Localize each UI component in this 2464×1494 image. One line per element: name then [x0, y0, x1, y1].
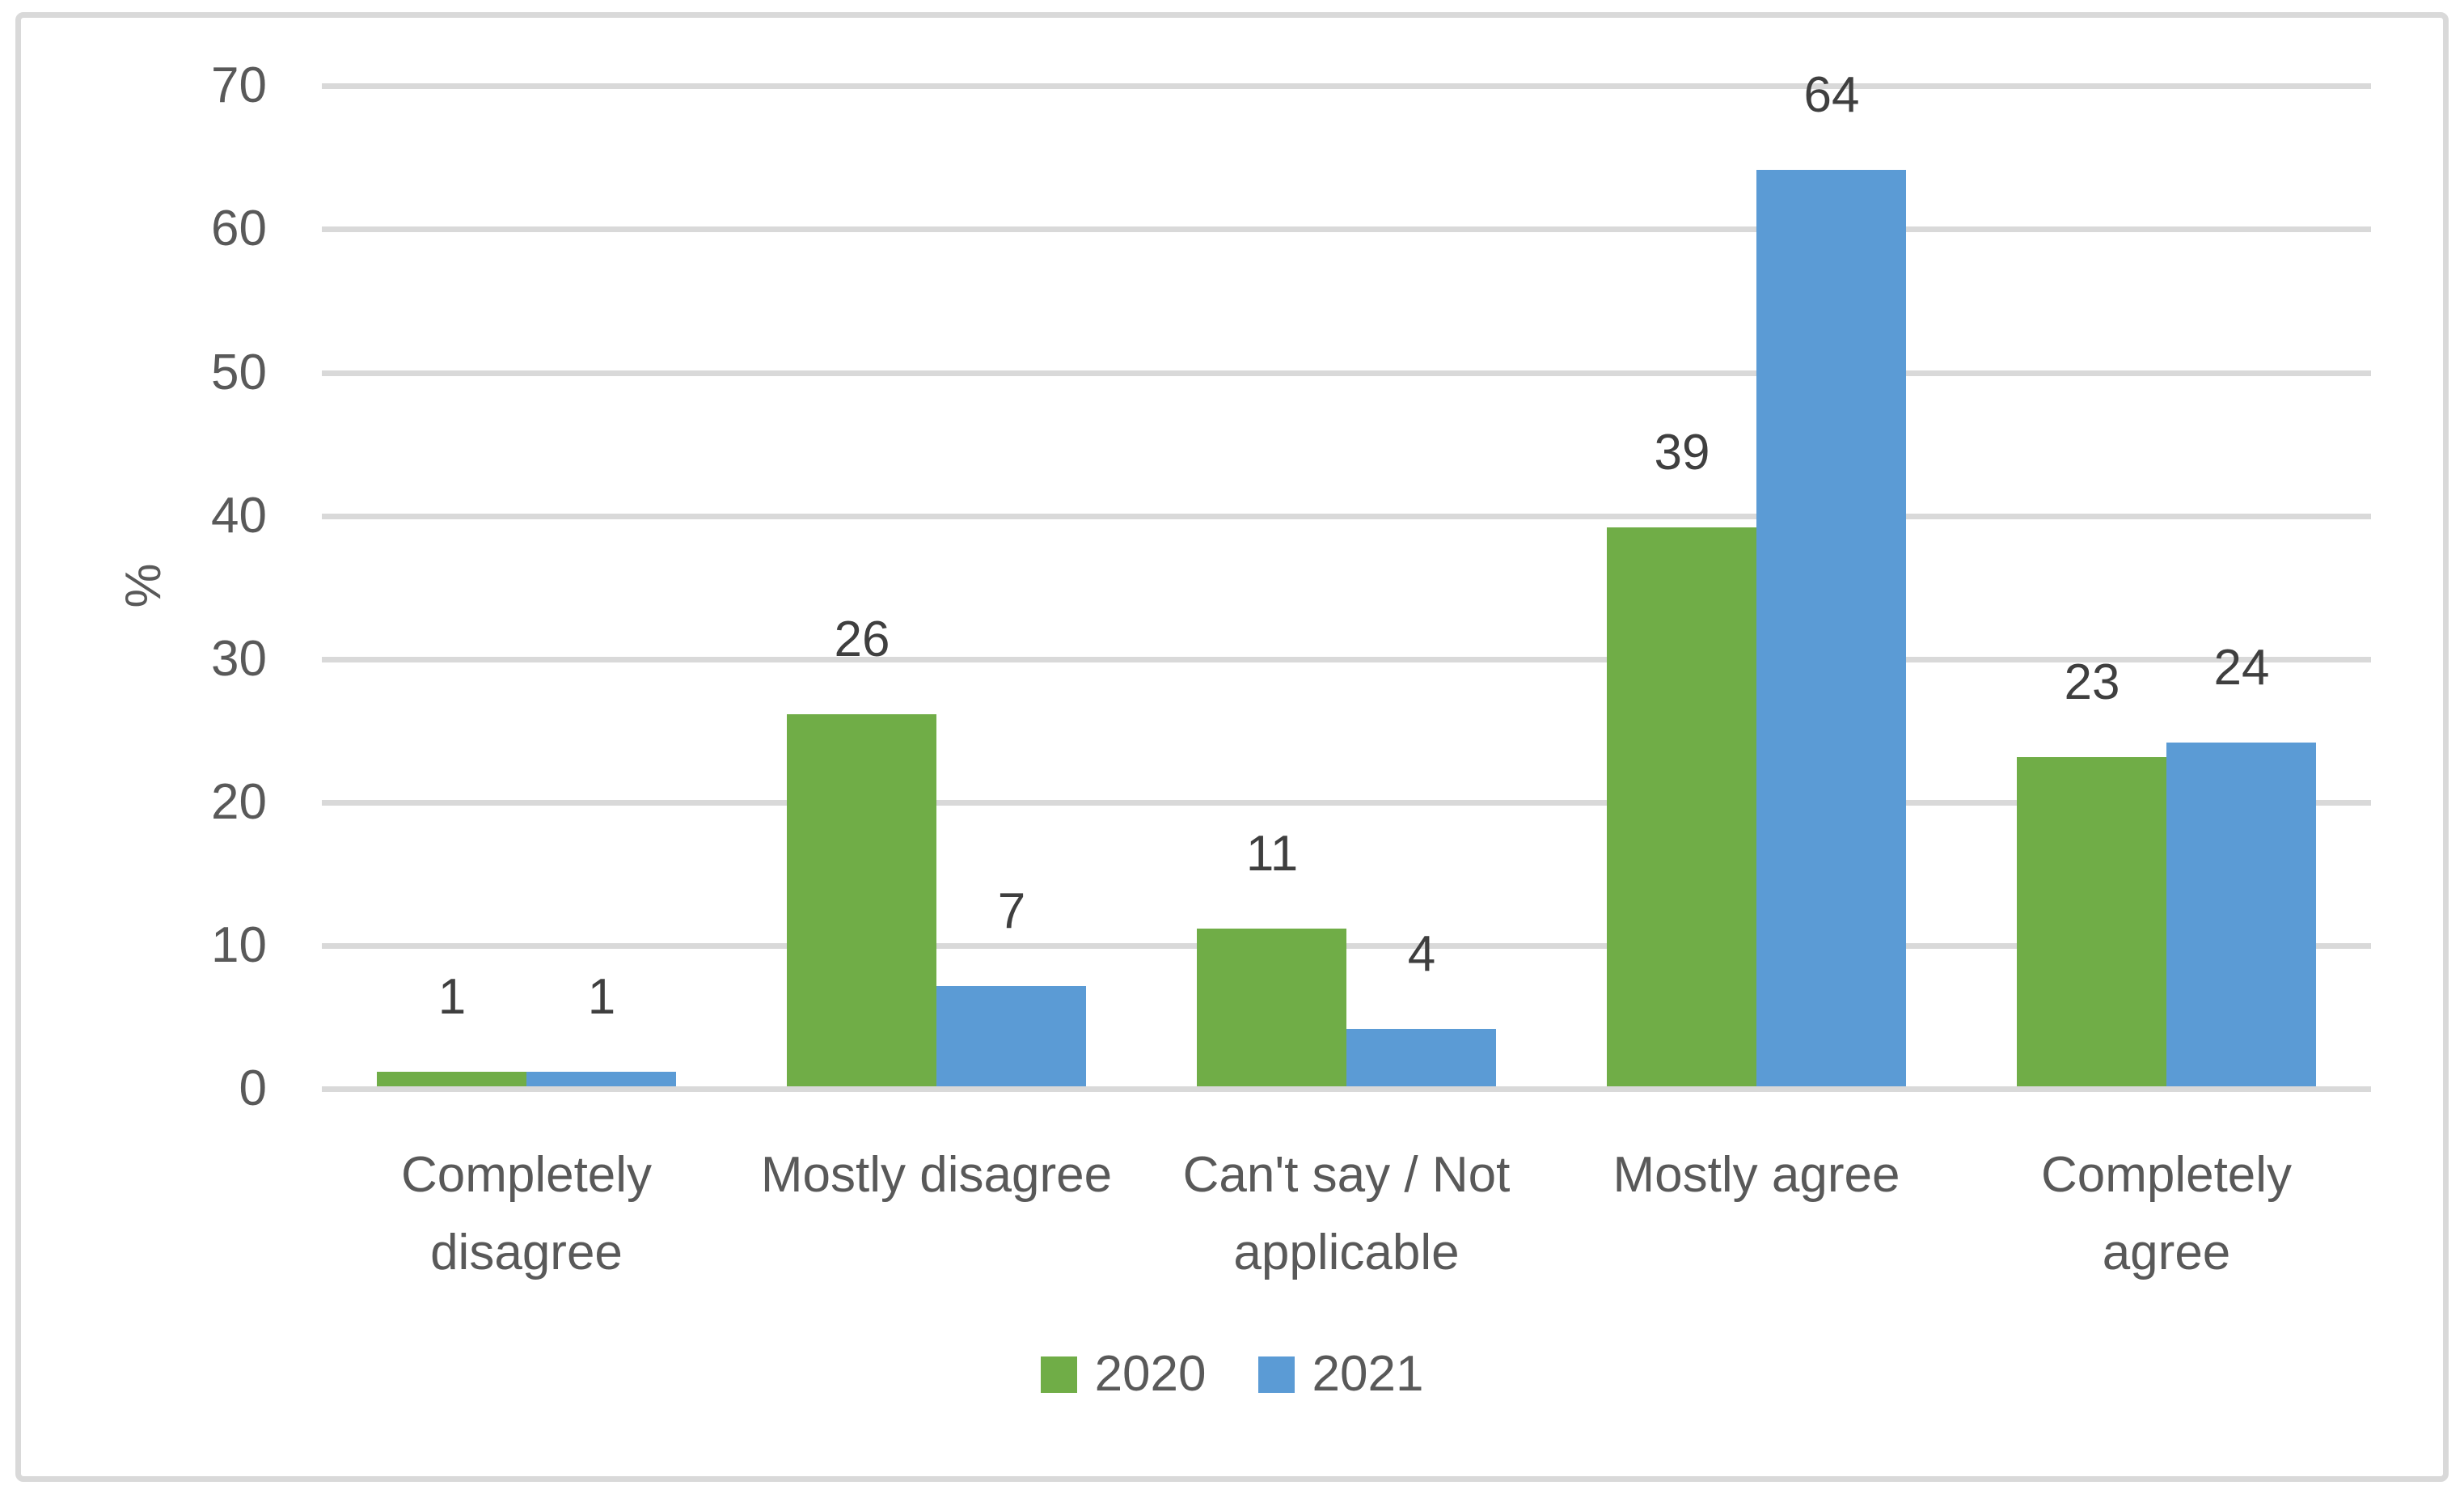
data-label-2021-mostly-agree: 64	[1803, 67, 1860, 123]
bar-2020-mostly-disagree	[787, 714, 936, 1086]
category-label-completely-agree: Completely agree	[2040, 1147, 2293, 1280]
legend: 2020 2021	[0, 1346, 2464, 1403]
bar-2021-completely-disagree	[526, 1072, 676, 1086]
bar-2021-can-t-say-not-applicable	[1346, 1029, 1496, 1086]
y-tick-label-0: 0	[239, 1060, 267, 1116]
legend-swatch-2020	[1040, 1356, 1077, 1393]
gridline-60	[322, 226, 2371, 232]
legend-item-2021: 2021	[1257, 1346, 1424, 1403]
gridline-40	[322, 514, 2371, 519]
bar-2020-can-t-say-not-applicable	[1197, 929, 1346, 1086]
y-tick-label-10: 10	[211, 917, 267, 973]
category-label-mostly-disagree: Mostly disagree	[760, 1147, 1113, 1203]
gridline-50	[322, 370, 2371, 376]
bar-2021-mostly-disagree	[936, 986, 1086, 1086]
x-axis-line	[322, 1086, 2371, 1092]
y-tick-label-20: 20	[211, 774, 267, 830]
category-label-mostly-agree: Mostly agree	[1612, 1147, 1900, 1203]
data-label-2021-completely-disagree: 1	[587, 969, 616, 1025]
category-label-completely-disagree: Completely disagree	[400, 1147, 653, 1280]
legend-label-2020: 2020	[1094, 1346, 1207, 1402]
bar-2020-completely-disagree	[377, 1072, 526, 1086]
data-label-2021-completely-agree: 24	[2213, 640, 2270, 696]
data-label-2020-completely-disagree: 1	[437, 969, 467, 1025]
bar-2020-mostly-agree	[1607, 527, 1756, 1086]
data-label-2020-mostly-agree: 39	[1654, 425, 1710, 480]
bar-2020-completely-agree	[2017, 757, 2166, 1086]
chart-border	[15, 12, 2449, 1482]
y-tick-label-60: 60	[211, 201, 267, 256]
gridline-30	[322, 657, 2371, 662]
y-tick-label-30: 30	[211, 631, 267, 687]
y-tick-label-40: 40	[211, 488, 267, 544]
bar-2021-mostly-agree	[1756, 170, 1906, 1086]
gridline-10	[322, 943, 2371, 949]
data-label-2021-mostly-disagree: 7	[997, 883, 1026, 939]
data-label-2021-can-t-say-not-applicable: 4	[1407, 926, 1436, 982]
gridline-70	[322, 83, 2371, 89]
y-tick-label-70: 70	[211, 57, 267, 113]
data-label-2020-completely-agree: 23	[2064, 654, 2120, 710]
category-label-can-t-say-not-applicable: Can't say / Not applicable	[1182, 1147, 1511, 1280]
data-label-2020-mostly-disagree: 26	[834, 612, 890, 667]
y-tick-label-50: 50	[211, 345, 267, 400]
bar-2021-completely-agree	[2166, 743, 2316, 1086]
legend-label-2021: 2021	[1312, 1346, 1424, 1402]
legend-item-2020: 2020	[1040, 1346, 1207, 1403]
legend-swatch-2021	[1257, 1356, 1295, 1393]
data-label-2020-can-t-say-not-applicable: 11	[1245, 826, 1299, 882]
gridline-20	[322, 800, 2371, 806]
